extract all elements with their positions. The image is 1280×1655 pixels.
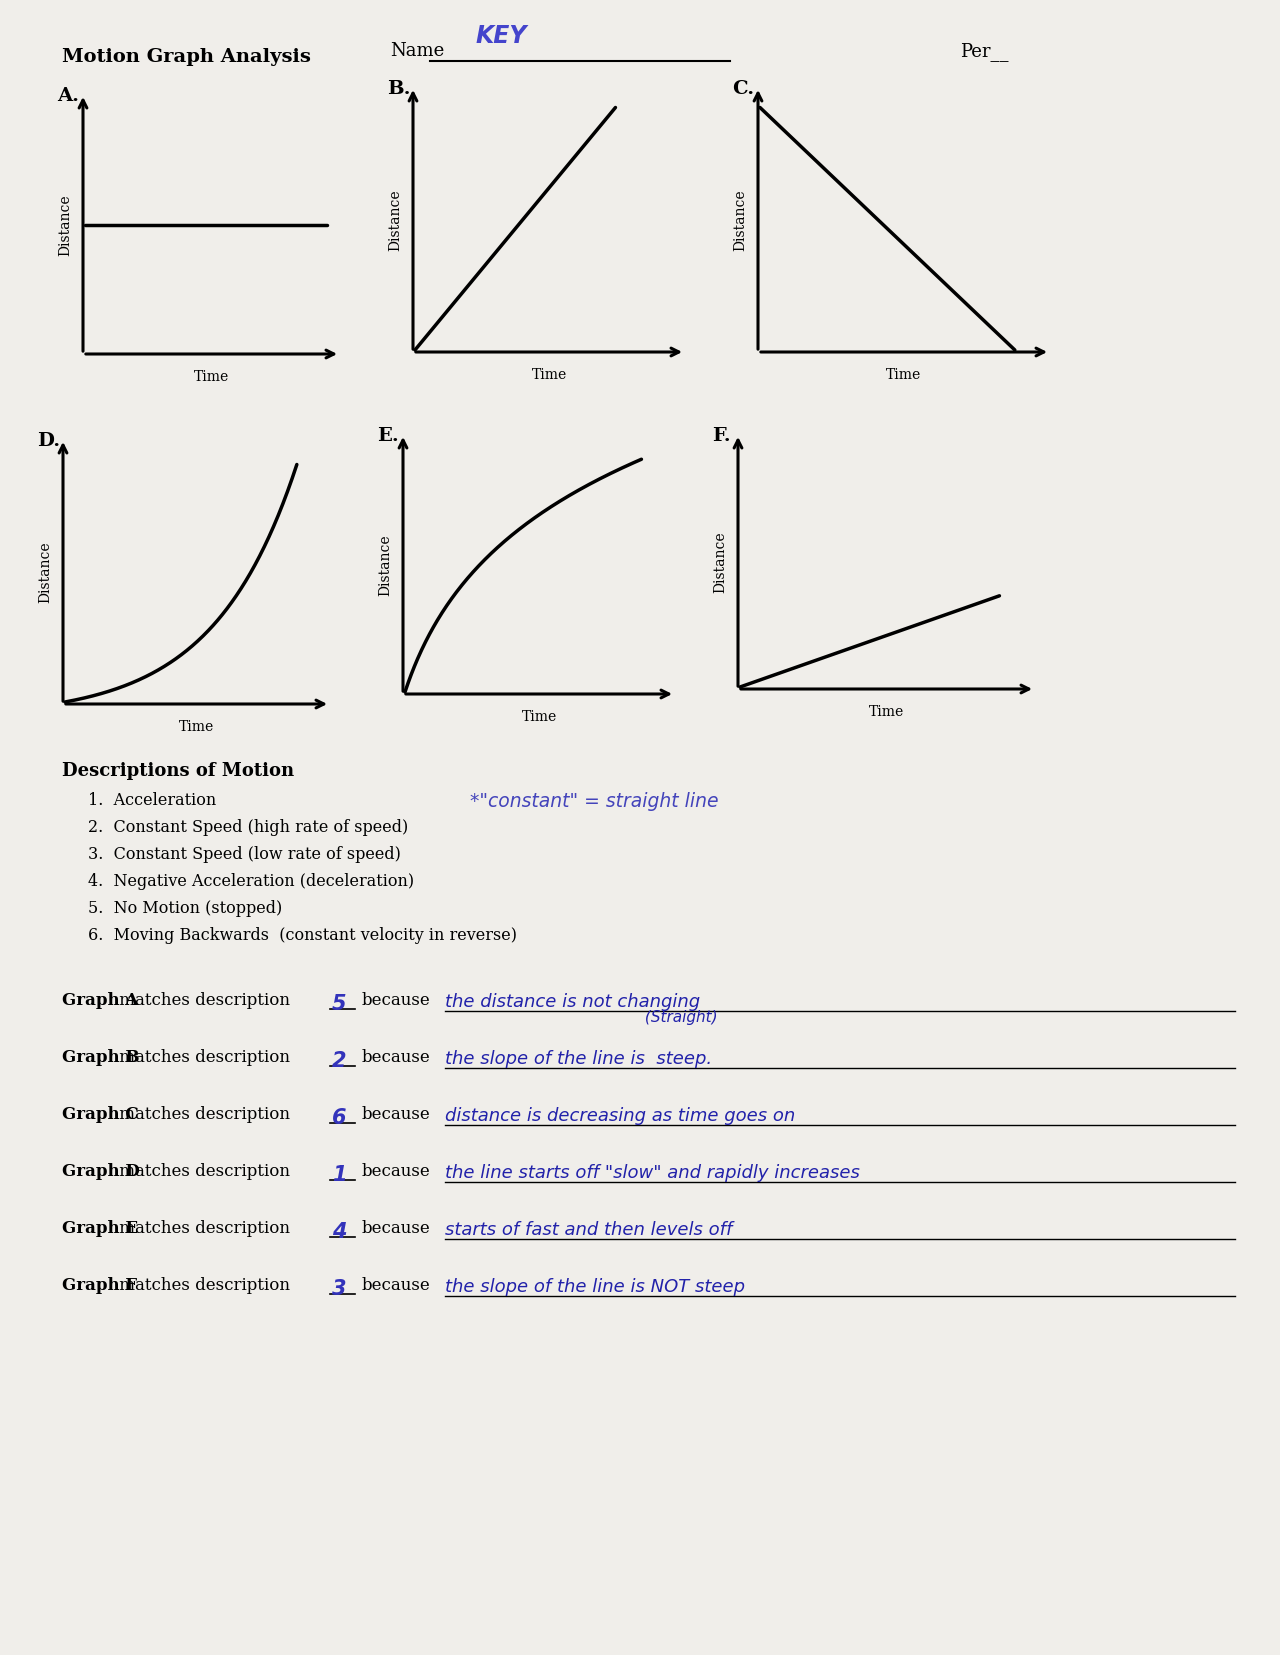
Text: Time: Time: [886, 367, 922, 382]
Text: Distance: Distance: [388, 190, 402, 252]
Text: E.: E.: [378, 427, 399, 445]
Text: because: because: [362, 1276, 431, 1293]
Text: matches description: matches description: [114, 1106, 291, 1122]
Text: because: because: [362, 991, 431, 1008]
Text: 2: 2: [332, 1051, 347, 1071]
Text: F.: F.: [712, 427, 731, 445]
Text: because: because: [362, 1162, 431, 1180]
Text: C.: C.: [732, 79, 754, 98]
Text: Graph F: Graph F: [61, 1276, 137, 1293]
Text: Graph A: Graph A: [61, 991, 138, 1008]
Text: Distance: Distance: [733, 190, 748, 252]
Text: 4.  Negative Acceleration (deceleration): 4. Negative Acceleration (deceleration): [88, 872, 415, 889]
Text: distance is decreasing as time goes on: distance is decreasing as time goes on: [445, 1106, 795, 1124]
Text: 3: 3: [332, 1278, 347, 1298]
Text: 1.  Acceleration: 1. Acceleration: [88, 791, 216, 809]
Text: the slope of the line is NOT steep: the slope of the line is NOT steep: [445, 1278, 745, 1296]
Text: A.: A.: [58, 88, 79, 104]
Text: Time: Time: [179, 720, 214, 733]
Text: 6.  Moving Backwards  (constant velocity in reverse): 6. Moving Backwards (constant velocity i…: [88, 927, 517, 943]
Text: 3.  Constant Speed (low rate of speed): 3. Constant Speed (low rate of speed): [88, 846, 401, 862]
Text: 5: 5: [332, 993, 347, 1013]
Text: Per__: Per__: [960, 41, 1009, 61]
Text: Graph D: Graph D: [61, 1162, 140, 1180]
Text: because: because: [362, 1048, 431, 1066]
Text: 1: 1: [332, 1165, 347, 1185]
Text: 6: 6: [332, 1107, 347, 1127]
Text: Time: Time: [521, 710, 557, 723]
Text: Motion Graph Analysis: Motion Graph Analysis: [61, 48, 311, 66]
Text: *"constant" = straight line: *"constant" = straight line: [470, 791, 718, 811]
Text: the slope of the line is  steep.: the slope of the line is steep.: [445, 1049, 712, 1067]
Text: Distance: Distance: [378, 535, 392, 596]
Text: matches description: matches description: [114, 1048, 291, 1066]
Text: starts of fast and then levels off: starts of fast and then levels off: [445, 1220, 732, 1238]
Text: 2.  Constant Speed (high rate of speed): 2. Constant Speed (high rate of speed): [88, 819, 408, 836]
Text: Distance: Distance: [58, 194, 72, 255]
Text: B.: B.: [387, 79, 411, 98]
Text: Graph E: Graph E: [61, 1220, 138, 1236]
Text: Descriptions of Motion: Descriptions of Motion: [61, 761, 294, 780]
Text: KEY: KEY: [475, 23, 526, 48]
Text: Time: Time: [869, 705, 904, 718]
Text: Time: Time: [531, 367, 567, 382]
Text: Name: Name: [390, 41, 444, 60]
Text: the line starts off "slow" and rapidly increases: the line starts off "slow" and rapidly i…: [445, 1163, 860, 1182]
Text: because: because: [362, 1220, 431, 1236]
Text: because: because: [362, 1106, 431, 1122]
Text: Graph B: Graph B: [61, 1048, 140, 1066]
Text: matches description: matches description: [114, 1276, 291, 1293]
Text: matches description: matches description: [114, 1220, 291, 1236]
Text: matches description: matches description: [114, 991, 291, 1008]
Text: matches description: matches description: [114, 1162, 291, 1180]
Text: D.: D.: [37, 432, 60, 450]
Text: the distance is not changing: the distance is not changing: [445, 993, 700, 1011]
Text: (Straight): (Straight): [445, 1010, 718, 1024]
Text: Distance: Distance: [38, 541, 52, 602]
Text: Distance: Distance: [713, 531, 727, 592]
Text: 5.  No Motion (stopped): 5. No Motion (stopped): [88, 899, 283, 917]
Text: Time: Time: [193, 369, 229, 384]
Text: 4: 4: [332, 1221, 347, 1241]
Text: Graph C: Graph C: [61, 1106, 138, 1122]
